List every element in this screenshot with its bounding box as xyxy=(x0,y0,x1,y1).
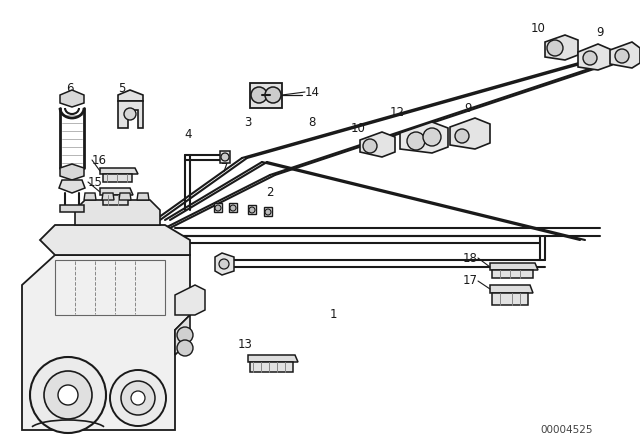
Text: 8: 8 xyxy=(308,116,316,129)
Text: 11: 11 xyxy=(557,42,573,55)
Circle shape xyxy=(615,49,629,63)
Circle shape xyxy=(363,139,377,153)
Text: 7: 7 xyxy=(221,161,228,175)
Polygon shape xyxy=(103,195,128,205)
Polygon shape xyxy=(40,225,190,255)
Circle shape xyxy=(30,357,106,433)
Circle shape xyxy=(177,327,193,343)
Text: 6: 6 xyxy=(67,82,74,95)
Circle shape xyxy=(221,153,229,161)
Text: 9: 9 xyxy=(464,102,472,115)
Circle shape xyxy=(124,108,136,120)
Text: 17: 17 xyxy=(463,275,478,288)
Circle shape xyxy=(423,128,441,146)
Text: 12: 12 xyxy=(390,105,404,119)
Polygon shape xyxy=(490,263,538,270)
Text: 10: 10 xyxy=(531,22,545,34)
Polygon shape xyxy=(250,362,293,372)
Polygon shape xyxy=(60,90,84,107)
Circle shape xyxy=(547,40,563,56)
Circle shape xyxy=(265,87,281,103)
Text: 5: 5 xyxy=(118,82,125,95)
Polygon shape xyxy=(103,174,132,182)
Polygon shape xyxy=(450,118,490,149)
Bar xyxy=(229,203,237,212)
Text: 18: 18 xyxy=(463,251,478,264)
Polygon shape xyxy=(175,285,205,315)
Circle shape xyxy=(44,371,92,419)
Circle shape xyxy=(215,205,221,211)
Polygon shape xyxy=(545,35,578,60)
Polygon shape xyxy=(578,44,612,70)
Text: 14: 14 xyxy=(305,86,320,99)
Text: 16: 16 xyxy=(92,154,107,167)
Polygon shape xyxy=(60,205,84,212)
Circle shape xyxy=(177,340,193,356)
Polygon shape xyxy=(59,180,85,193)
Circle shape xyxy=(251,87,267,103)
Polygon shape xyxy=(60,164,84,180)
Text: 13: 13 xyxy=(237,339,252,352)
Text: 3: 3 xyxy=(244,116,252,129)
Bar xyxy=(55,260,165,315)
Circle shape xyxy=(407,132,425,150)
Circle shape xyxy=(121,381,155,415)
Text: 00004525: 00004525 xyxy=(540,425,593,435)
Polygon shape xyxy=(84,193,96,200)
Polygon shape xyxy=(610,42,640,68)
Polygon shape xyxy=(248,355,298,362)
Text: 9: 9 xyxy=(596,26,604,39)
Bar xyxy=(264,207,272,216)
Polygon shape xyxy=(360,132,395,157)
Circle shape xyxy=(583,51,597,65)
Polygon shape xyxy=(400,122,448,153)
Circle shape xyxy=(249,207,255,213)
Circle shape xyxy=(455,129,469,143)
Bar xyxy=(214,203,222,212)
Polygon shape xyxy=(102,193,114,200)
Polygon shape xyxy=(137,193,149,200)
Polygon shape xyxy=(119,193,131,200)
Polygon shape xyxy=(118,101,143,128)
Text: 1: 1 xyxy=(329,309,337,322)
Circle shape xyxy=(265,209,271,215)
Text: 2: 2 xyxy=(266,185,274,198)
Polygon shape xyxy=(492,293,528,305)
Circle shape xyxy=(131,391,145,405)
Polygon shape xyxy=(75,200,160,225)
Circle shape xyxy=(58,385,78,405)
Polygon shape xyxy=(492,270,533,278)
Polygon shape xyxy=(100,188,133,195)
Polygon shape xyxy=(175,315,190,355)
Polygon shape xyxy=(215,253,234,275)
Polygon shape xyxy=(250,83,282,108)
Text: 10: 10 xyxy=(351,121,365,134)
Polygon shape xyxy=(100,168,138,174)
Polygon shape xyxy=(118,90,143,101)
Bar xyxy=(220,151,230,163)
Circle shape xyxy=(230,205,236,211)
Circle shape xyxy=(219,259,229,269)
Bar xyxy=(248,205,256,214)
Circle shape xyxy=(110,370,166,426)
Polygon shape xyxy=(490,285,533,293)
Text: 15: 15 xyxy=(88,176,103,189)
Text: 4: 4 xyxy=(184,129,192,142)
Polygon shape xyxy=(22,255,190,430)
